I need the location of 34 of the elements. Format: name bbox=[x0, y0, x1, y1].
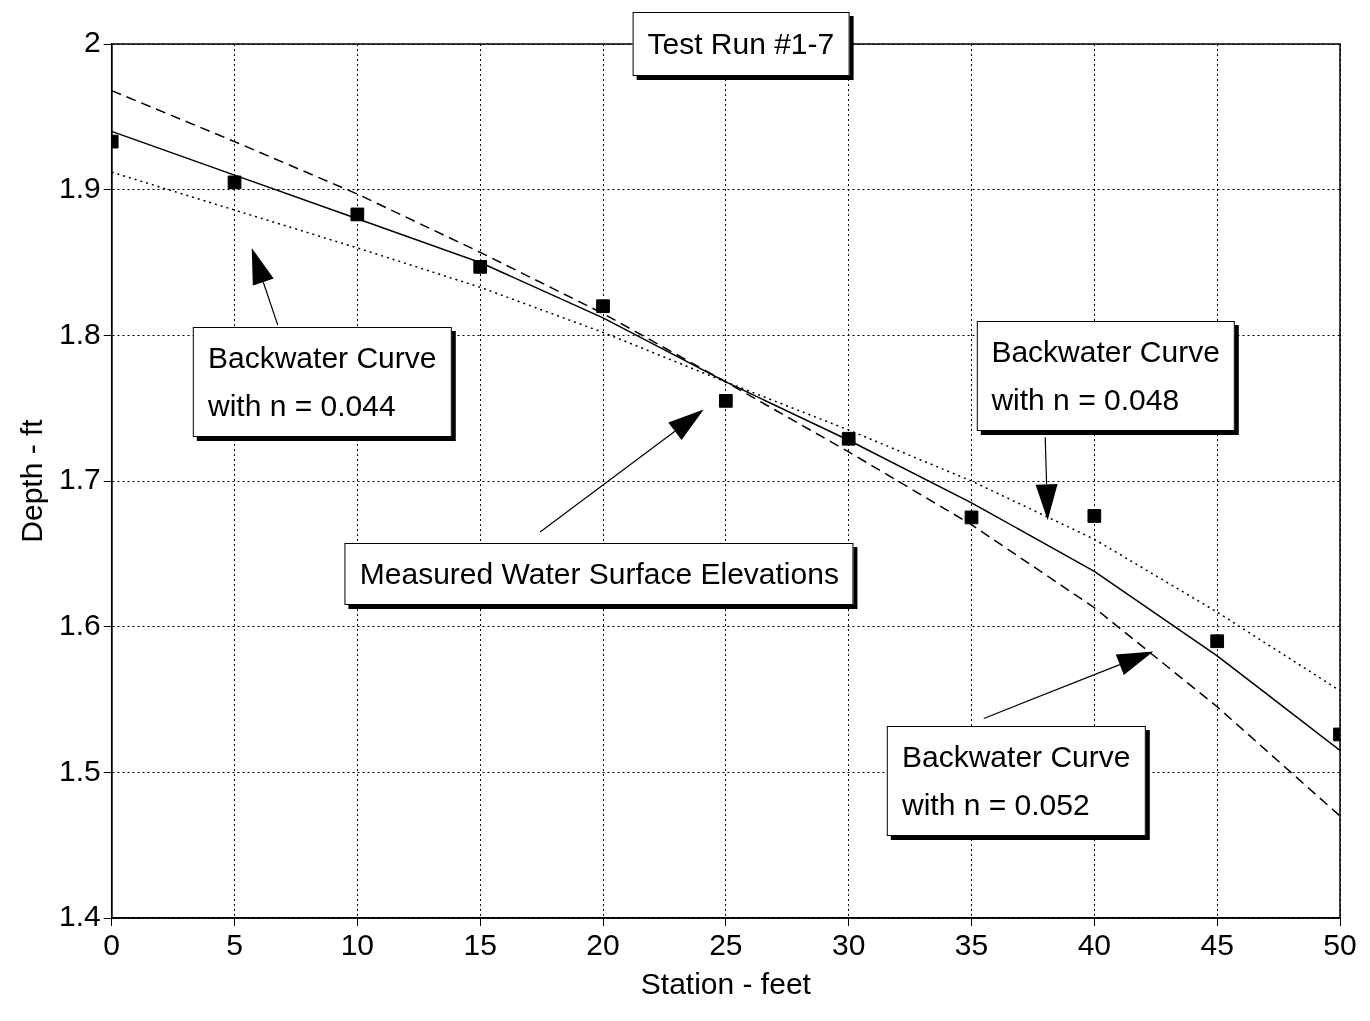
x-tick-label: 15 bbox=[463, 928, 497, 962]
x-tick-label: 10 bbox=[340, 928, 375, 962]
point bbox=[718, 394, 733, 408]
annotation: Measured Water Surface Elevations bbox=[344, 543, 854, 606]
y-tick-label: 1.8 bbox=[58, 316, 101, 350]
annotation: Backwater Curve with n = 0.044 bbox=[193, 326, 452, 437]
point bbox=[227, 175, 242, 190]
point bbox=[841, 431, 856, 446]
point bbox=[596, 299, 610, 314]
y-tick-label: 1.7 bbox=[58, 462, 101, 496]
x-tick-label: 20 bbox=[586, 928, 620, 962]
annotation: Backwater Curve with n = 0.048 bbox=[976, 321, 1235, 432]
point bbox=[473, 260, 488, 274]
x-tick-label: 30 bbox=[831, 928, 866, 962]
y-axis-title: Depth - ft bbox=[15, 418, 49, 543]
x-tick-label: 0 bbox=[103, 928, 121, 962]
annotation: Backwater Curve with n = 0.052 bbox=[887, 726, 1146, 837]
point bbox=[350, 207, 365, 222]
x-tick-label: 35 bbox=[954, 928, 989, 962]
y-tick-label: 2 bbox=[84, 25, 101, 59]
y-tick-label: 1.5 bbox=[58, 753, 101, 787]
x-tick-label: 50 bbox=[1323, 928, 1357, 962]
point bbox=[1210, 634, 1225, 649]
y-tick-label: 1.4 bbox=[58, 899, 101, 933]
x-tick-label: 45 bbox=[1200, 928, 1234, 962]
x-tick-label: 5 bbox=[226, 928, 243, 962]
y-tick-label: 1.6 bbox=[58, 607, 101, 641]
x-tick-label: 25 bbox=[709, 928, 743, 962]
x-axis-title: Station - feet bbox=[640, 967, 812, 1001]
chart-title: Test Run #1-7 bbox=[632, 12, 850, 76]
y-tick-label: 1.9 bbox=[58, 170, 101, 204]
point bbox=[1087, 509, 1102, 523]
x-tick-label: 40 bbox=[1077, 928, 1112, 962]
point bbox=[964, 510, 979, 525]
